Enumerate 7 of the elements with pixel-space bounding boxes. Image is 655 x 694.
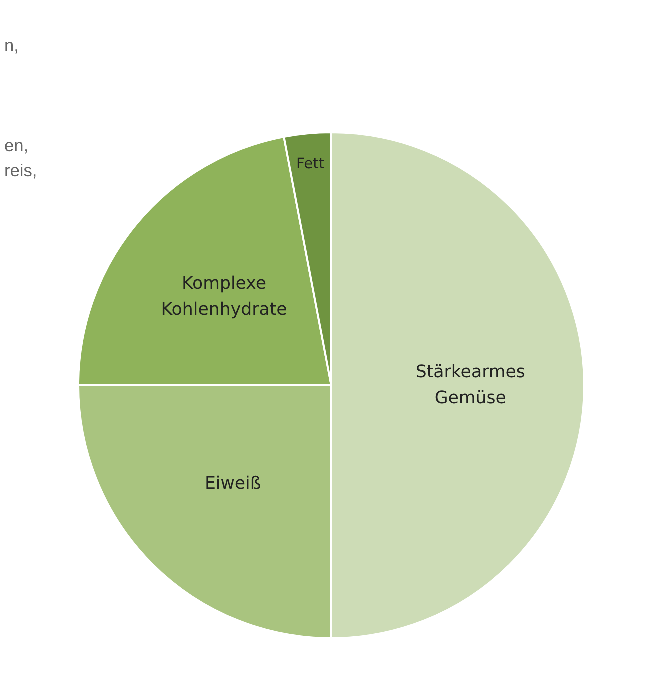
slice-label: Eiweiß [204,474,262,494]
text: n, [4,36,19,56]
slice-label: Komplexe Kohlenhydrate [161,274,288,320]
slice-label: Fett [296,155,325,172]
text: reis, [4,160,38,180]
slice-label: Stärkearmes Gemüse [416,362,526,408]
text: en, [4,136,29,156]
